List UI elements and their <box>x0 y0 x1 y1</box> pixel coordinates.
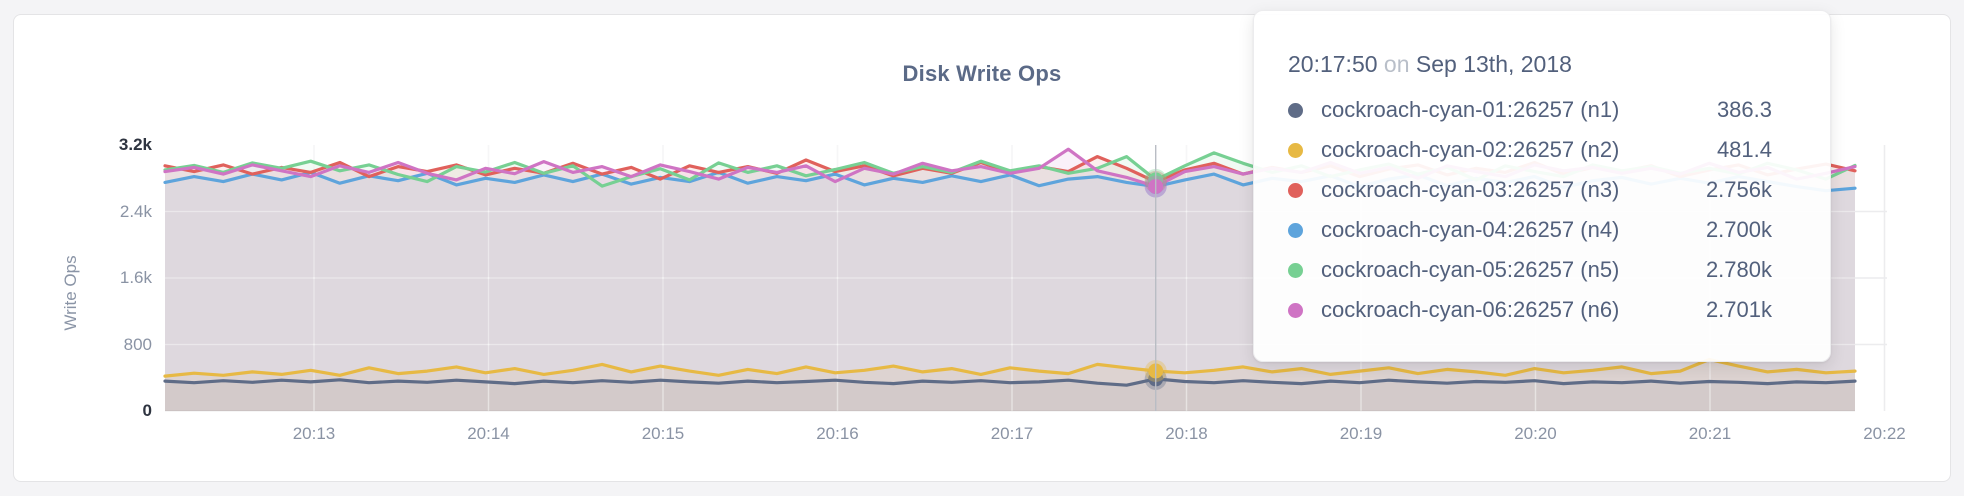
tooltip-series-value: 2.700k <box>1705 217 1772 242</box>
series-color-dot-icon <box>1288 102 1303 118</box>
series-line-1 <box>163 377 1857 387</box>
y-tick-label: 0 <box>142 401 152 420</box>
series-area-1 <box>165 378 1855 411</box>
tooltip-series-value: 2.756k <box>1705 177 1772 202</box>
y-tick-label: 2.4k <box>119 201 152 221</box>
tooltip-time: 20:17:50 <box>1288 51 1378 77</box>
series-color-dot-icon <box>1288 222 1303 238</box>
tooltip-series-label: cockroach-cyan-05:26257 (n5) <box>1321 257 1620 282</box>
x-tick-label: 20:17 <box>990 424 1034 443</box>
tooltip-series-value: 386.3 <box>1716 97 1772 122</box>
tooltip-rows: cockroach-cyan-01:26257 (n1) 386.3 cockroa… <box>1288 90 1772 330</box>
tooltip-series-value: 2.780k <box>1705 257 1772 282</box>
tooltip-series-row: cockroach-cyan-05:26257 (n5) 2.780k <box>1288 250 1772 290</box>
tooltip-series-label: cockroach-cyan-04:26257 (n4) <box>1321 217 1620 242</box>
x-tick-label: 20:19 <box>1339 424 1383 443</box>
tooltip-series-row: cockroach-cyan-01:26257 (n1) 386.3 <box>1288 90 1772 130</box>
x-tick-label: 20:15 <box>641 424 685 443</box>
tooltip-series-label: cockroach-cyan-03:26257 (n3) <box>1321 177 1620 202</box>
x-tick-label: 20:20 <box>1514 424 1557 443</box>
chart-title: Disk Write Ops <box>902 61 1062 86</box>
series-color-dot-icon <box>1288 142 1303 158</box>
tooltip-series-row: cockroach-cyan-06:26257 (n6) 2.701k <box>1288 290 1772 330</box>
x-tick-label: 20:13 <box>292 424 336 443</box>
tooltip-header: 20:17:50 on Sep 13th, 2018 <box>1288 51 1772 78</box>
tooltip-series-row: cockroach-cyan-02:26257 (n2) 481.4 <box>1288 130 1772 170</box>
series-line-2 <box>163 357 1857 378</box>
tooltip-series-label: cockroach-cyan-02:26257 (n2) <box>1321 137 1620 162</box>
tooltip-series-label: cockroach-cyan-01:26257 (n1) <box>1321 97 1620 122</box>
x-tick-label: 20:14 <box>467 424 510 443</box>
tooltip-series-label: cockroach-cyan-06:26257 (n6) <box>1321 297 1620 322</box>
x-tick-label: 20:21 <box>1688 424 1732 443</box>
tooltip-series-value: 2.701k <box>1705 297 1772 322</box>
x-tick-label: 20:18 <box>1165 424 1208 443</box>
tooltip-series-row: cockroach-cyan-03:26257 (n3) 2.756k <box>1288 170 1772 210</box>
tooltip-date: Sep 13th, 2018 <box>1415 51 1572 77</box>
y-tick-label: 800 <box>123 334 152 354</box>
tooltip-on-word: on <box>1383 51 1410 77</box>
chart-tooltip: 20:17:50 on Sep 13th, 2018 cockroach-cya… <box>1253 10 1831 362</box>
series-color-dot-icon <box>1288 302 1303 318</box>
y-tick-label: 1.6k <box>119 268 152 287</box>
y-tick-label: 3.2k <box>118 135 152 154</box>
series-color-dot-icon <box>1288 182 1303 198</box>
tooltip-series-row: cockroach-cyan-04:26257 (n4) 2.700k <box>1288 210 1772 250</box>
x-tick-label: 20:22 <box>1863 424 1906 443</box>
series-color-dot-icon <box>1288 262 1303 278</box>
tooltip-series-value: 481.4 <box>1716 137 1772 162</box>
x-tick-label: 20:16 <box>816 424 859 443</box>
